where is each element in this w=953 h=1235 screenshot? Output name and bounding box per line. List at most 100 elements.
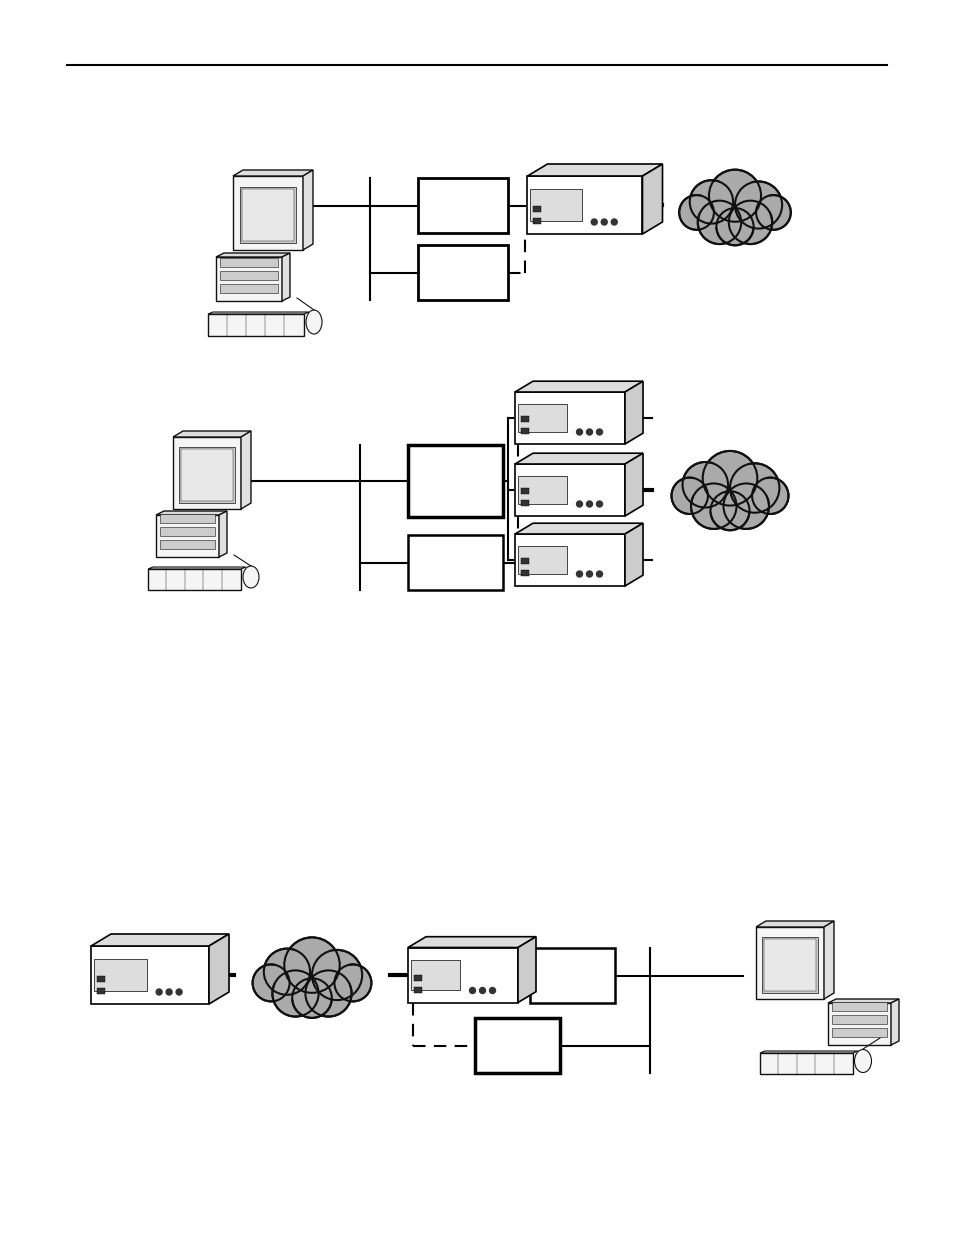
Polygon shape <box>91 934 229 946</box>
Polygon shape <box>215 253 290 257</box>
Circle shape <box>596 501 602 508</box>
Bar <box>242 189 294 241</box>
Bar <box>417 245 507 300</box>
Polygon shape <box>515 524 642 534</box>
Bar <box>520 500 529 506</box>
Polygon shape <box>624 524 642 585</box>
Bar <box>156 515 219 557</box>
Bar <box>517 546 567 574</box>
Circle shape <box>722 483 768 529</box>
Bar <box>517 475 567 504</box>
Bar <box>827 1003 890 1045</box>
Ellipse shape <box>273 947 352 1003</box>
Polygon shape <box>515 382 642 391</box>
Bar <box>160 540 214 550</box>
Circle shape <box>166 989 172 995</box>
Bar <box>515 534 624 585</box>
Ellipse shape <box>697 179 771 231</box>
Circle shape <box>469 988 475 993</box>
Bar <box>208 314 304 336</box>
Bar <box>220 284 277 293</box>
Circle shape <box>679 195 713 230</box>
Circle shape <box>728 200 771 245</box>
Bar <box>181 450 233 501</box>
Circle shape <box>751 478 788 514</box>
Polygon shape <box>823 921 833 999</box>
Bar <box>517 404 567 432</box>
Polygon shape <box>303 170 313 249</box>
Circle shape <box>489 988 495 993</box>
Circle shape <box>596 429 602 435</box>
Ellipse shape <box>690 461 768 516</box>
Ellipse shape <box>243 566 258 588</box>
Bar <box>97 988 105 994</box>
Bar <box>172 437 241 509</box>
Circle shape <box>689 180 732 224</box>
Bar <box>520 488 529 494</box>
Circle shape <box>697 200 740 245</box>
Bar <box>160 527 214 536</box>
Circle shape <box>576 501 582 508</box>
Circle shape <box>292 978 332 1018</box>
Bar <box>475 1018 559 1073</box>
Circle shape <box>716 209 753 246</box>
Circle shape <box>708 169 760 222</box>
Bar <box>520 571 529 576</box>
Polygon shape <box>172 431 251 437</box>
Bar <box>530 189 581 221</box>
Circle shape <box>176 989 182 995</box>
Bar <box>414 974 421 981</box>
Circle shape <box>576 571 582 577</box>
Bar <box>520 558 529 564</box>
Polygon shape <box>890 999 898 1045</box>
Ellipse shape <box>306 310 322 333</box>
Circle shape <box>479 988 485 993</box>
Circle shape <box>264 948 310 995</box>
Bar <box>530 948 615 1003</box>
Circle shape <box>273 971 318 1016</box>
Polygon shape <box>219 511 227 557</box>
Polygon shape <box>282 253 290 301</box>
Circle shape <box>681 462 727 508</box>
Bar <box>160 514 214 522</box>
Bar <box>533 206 541 212</box>
Polygon shape <box>208 312 309 314</box>
Bar <box>91 946 209 1004</box>
Polygon shape <box>408 936 536 947</box>
Circle shape <box>756 195 790 230</box>
Circle shape <box>576 429 582 435</box>
Polygon shape <box>624 453 642 516</box>
Circle shape <box>611 219 617 225</box>
Circle shape <box>305 971 352 1016</box>
Circle shape <box>312 950 362 1000</box>
Polygon shape <box>148 567 246 569</box>
Polygon shape <box>624 382 642 445</box>
Circle shape <box>671 478 707 514</box>
Circle shape <box>702 451 757 505</box>
Bar <box>411 960 460 990</box>
Bar <box>831 1028 886 1037</box>
Bar <box>831 1002 886 1011</box>
Circle shape <box>596 571 602 577</box>
Circle shape <box>591 219 597 225</box>
Circle shape <box>586 429 592 435</box>
Circle shape <box>253 965 290 1002</box>
Polygon shape <box>517 936 536 1003</box>
Circle shape <box>710 492 749 530</box>
Bar <box>179 447 234 503</box>
Bar <box>763 939 815 990</box>
Bar <box>761 937 817 993</box>
Bar <box>760 1053 852 1074</box>
Bar <box>94 960 147 990</box>
Polygon shape <box>156 511 227 515</box>
Bar <box>520 416 529 422</box>
Bar <box>408 445 502 517</box>
Bar <box>417 178 507 233</box>
Bar <box>215 257 282 301</box>
Bar <box>755 927 823 999</box>
Bar <box>408 535 502 590</box>
Polygon shape <box>827 999 898 1003</box>
Bar <box>831 1015 886 1024</box>
Polygon shape <box>241 431 251 509</box>
Bar <box>148 569 241 590</box>
